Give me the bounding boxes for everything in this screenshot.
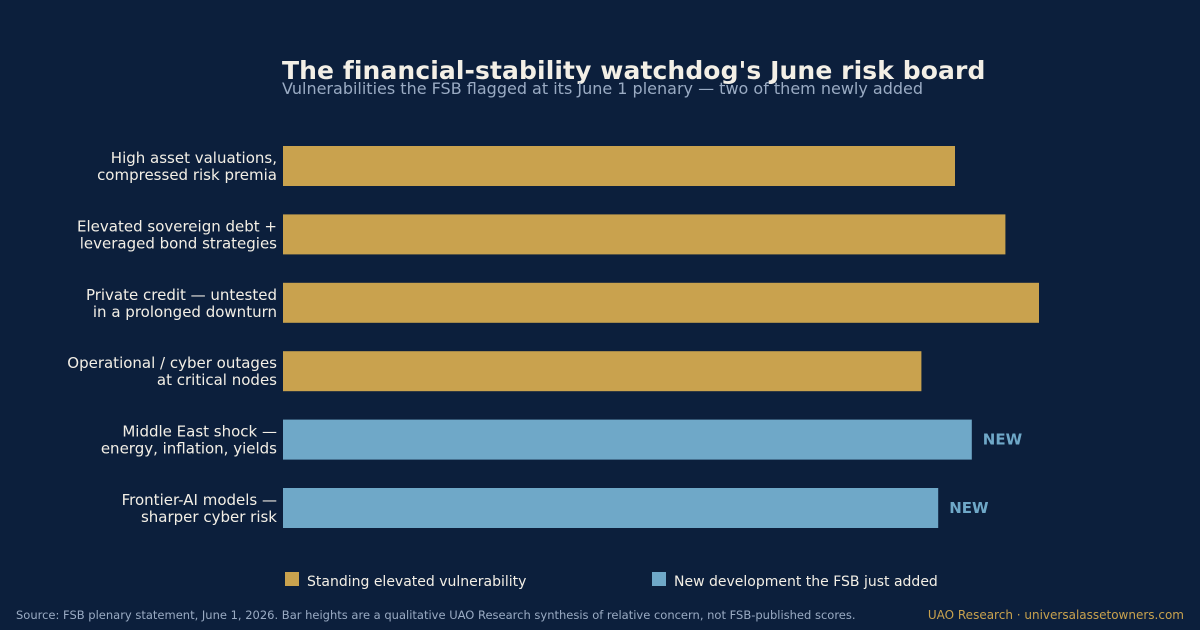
legend-label-standing: Standing elevated vulnerability [307, 574, 527, 590]
chart-subtitle: Vulnerabilities the FSB flagged at its J… [282, 79, 924, 98]
source-note: Source: FSB plenary statement, June 1, 2… [16, 608, 856, 622]
new-badge-5: NEW [983, 431, 1023, 449]
chart-title: The financial-stability watchdog's June … [282, 56, 986, 85]
bar-6-new [283, 488, 939, 528]
credit-link[interactable]: UAO Research · universalassetowners.com [927, 608, 1184, 622]
bar-5-new [283, 419, 972, 460]
category-label-3: Private credit — untested in a prolonged … [86, 286, 277, 321]
category-label-6: Frontier-AI models — sharper cyber risk [122, 491, 278, 526]
category-label-4: Operational / cyber outages at critical n… [67, 354, 277, 389]
category-label-1: High asset valuations, compressed risk pr… [97, 149, 277, 184]
legend-swatch-new [652, 572, 666, 586]
bar-2-standing [283, 214, 1006, 255]
category-label-2: Elevated sovereign debt + leveraged bond … [77, 217, 277, 252]
bar-4-standing [283, 351, 922, 392]
legend-swatch-standing [285, 572, 299, 586]
category-label-5: Middle East shock — energy, inflation, yi… [101, 423, 277, 458]
new-badge-6: NEW [949, 499, 989, 517]
bar-1-standing [283, 146, 955, 186]
bar-3-standing [283, 282, 1039, 323]
legend-label-new: New development the FSB just added [674, 574, 938, 590]
